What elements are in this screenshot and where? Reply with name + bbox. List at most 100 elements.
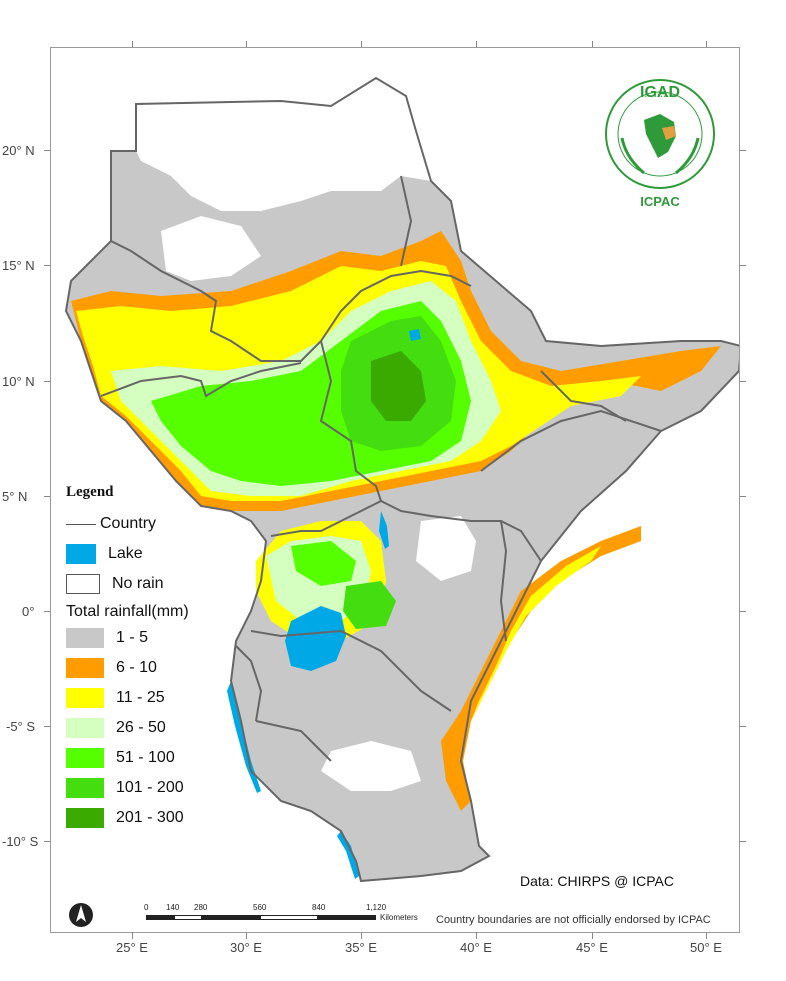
svg-text:• • • • • • • • • •: • • • • • • • • • •: [645, 94, 675, 100]
igad-emblem: • • • • • • • • • • IGAD: [604, 78, 716, 190]
legend-country-label: Country: [100, 515, 157, 532]
class-label: 51 - 100: [116, 749, 175, 766]
legend-class: 101 - 200: [66, 773, 236, 803]
scale-tick-label: 560: [253, 903, 267, 912]
lat-label-0: 0°: [22, 604, 35, 619]
scale-segment: [202, 915, 260, 920]
lon-label-25e: 25° E: [116, 940, 148, 955]
lon-tick: [706, 933, 707, 939]
lake-turkana: [379, 511, 389, 549]
lon-label-40e: 40° E: [460, 940, 492, 955]
lat-tick: [740, 496, 746, 497]
rainfall-map: [64, 76, 739, 883]
legend-title: Legend: [66, 484, 114, 500]
class-label: 1 - 5: [116, 629, 149, 646]
lon-tick: [706, 41, 707, 47]
region-rain-51-100-south: [291, 541, 356, 586]
country-boundaries: [64, 76, 739, 883]
class-label: 26 - 50: [116, 719, 166, 736]
scale-tick-label: 1,120: [366, 903, 387, 912]
country-line-icon: [66, 523, 96, 525]
lon-tick: [246, 41, 247, 47]
lon-label-50e: 50° E: [690, 940, 722, 955]
boundary-disclaimer: Country boundaries are not officially en…: [436, 914, 711, 926]
lon-tick: [592, 933, 593, 939]
lat-tick: [740, 381, 746, 382]
legend-class: 26 - 50: [66, 713, 236, 743]
lat-tick: [740, 726, 746, 727]
lat-label-10n: 10° N: [2, 374, 35, 389]
igad-icpac-logo: • • • • • • • • • • IGAD ICPAC: [600, 78, 720, 209]
class-label: 11 - 25: [116, 689, 165, 706]
lat-tick: [740, 265, 746, 266]
lat-tick: [44, 381, 50, 382]
scale-tick-label: 280: [194, 903, 208, 912]
class-swatch: [66, 748, 104, 768]
region-rain-51-100-east: [343, 581, 396, 629]
lon-label-35e: 35° E: [345, 940, 377, 955]
region-rain-6-10-coast: [441, 526, 641, 811]
lat-tick: [44, 611, 50, 612]
region-rain-201-300: [371, 351, 426, 421]
legend-lake-label: Lake: [108, 545, 143, 562]
lon-label-30e: 30° E: [230, 940, 262, 955]
class-swatch: [66, 658, 104, 678]
lon-tick: [592, 41, 593, 47]
scale-tick-label: 0: [144, 903, 149, 912]
class-swatch: [66, 808, 104, 828]
lat-tick: [740, 611, 746, 612]
legend-classes: 1 - 5 6 - 10 11 - 25 26 - 50 51 - 100 10…: [66, 623, 236, 833]
lon-tick: [476, 41, 477, 47]
class-swatch: [66, 718, 104, 738]
scale-segment: [318, 915, 376, 920]
lake-victoria: [285, 606, 346, 671]
legend-class: 201 - 300: [66, 803, 236, 833]
legend-class: 1 - 5: [66, 623, 236, 653]
map-legend: Legend Country Lake No rain Total rainfa…: [66, 484, 236, 833]
legend-lake: Lake: [66, 539, 236, 569]
scale-tick-label: 840: [312, 903, 326, 912]
lat-tick: [44, 841, 50, 842]
icpac-name: ICPAC: [640, 194, 680, 209]
map-frame: [50, 47, 740, 933]
region-no-rain-south: [321, 741, 421, 791]
lat-tick: [44, 265, 50, 266]
lat-label-20n: 20° N: [2, 143, 35, 158]
legend-class: 51 - 100: [66, 743, 236, 773]
lake-malawi: [337, 831, 359, 879]
scale-tick-label: 140: [166, 903, 180, 912]
class-label: 6 - 10: [116, 659, 157, 676]
lon-tick: [246, 933, 247, 939]
legend-no-rain: No rain: [66, 569, 236, 599]
legend-country: Country: [66, 509, 236, 539]
lat-tick: [44, 150, 50, 151]
class-swatch: [66, 628, 104, 648]
lat-tick: [740, 150, 746, 151]
scale-segment: [260, 915, 318, 920]
igad-name: IGAD: [640, 84, 680, 101]
lat-label-5n: 5° N: [2, 489, 28, 504]
lat-label-5s: -5° S: [6, 719, 36, 734]
lon-tick: [132, 933, 133, 939]
scale-bar: 0 140 280 560 840 1,120 Kilometers: [144, 903, 434, 927]
class-label: 201 - 300: [116, 809, 184, 826]
lon-tick: [361, 41, 362, 47]
lon-tick: [132, 41, 133, 47]
north-arrow-icon: [68, 902, 94, 928]
legend-class: 11 - 25: [66, 683, 236, 713]
lon-tick: [361, 933, 362, 939]
lon-tick: [476, 933, 477, 939]
scale-segment: [146, 915, 174, 920]
legend-class: 6 - 10: [66, 653, 236, 683]
lat-tick: [44, 726, 50, 727]
legend-rainfall-title: Total rainfall(mm): [66, 603, 189, 620]
lon-label-45e: 45° E: [576, 940, 608, 955]
lat-tick: [740, 841, 746, 842]
region-no-rain-north: [136, 78, 431, 211]
class-swatch: [66, 688, 104, 708]
lat-label-10s: -10° S: [2, 834, 39, 849]
data-credit: Data: CHIRPS @ ICPAC: [520, 873, 674, 889]
lat-label-15n: 15° N: [2, 258, 35, 273]
lat-tick: [44, 496, 50, 497]
class-swatch: [66, 778, 104, 798]
